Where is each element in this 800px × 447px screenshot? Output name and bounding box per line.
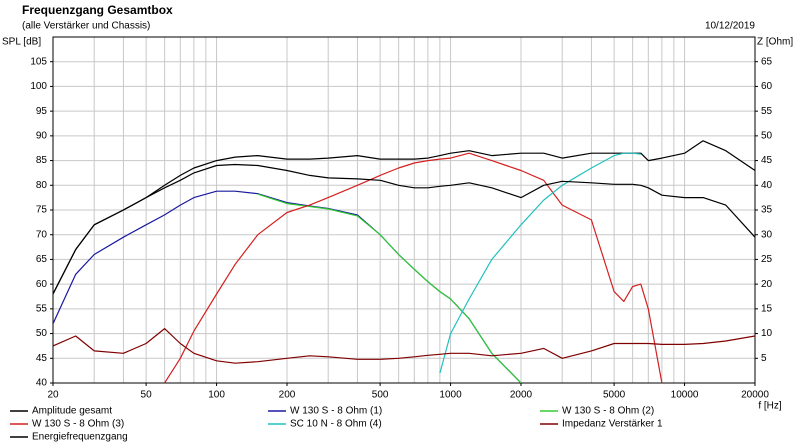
legend-label: Energiefrequenzgang — [32, 432, 128, 443]
x-tick-label: 50 — [141, 390, 153, 401]
y-axis-label: SPL [dB] — [2, 37, 41, 48]
y-tick-label: 50 — [36, 328, 48, 339]
y-tick-label: 85 — [36, 155, 48, 166]
legend-label: W 130 S - 8 Ohm (3) — [32, 419, 124, 430]
y2-axis-label: Z [Ohm] — [757, 37, 793, 48]
y2-tick-label: 50 — [761, 130, 773, 141]
y2-tick-label: 65 — [761, 56, 773, 67]
y2-tick-label: 60 — [761, 81, 773, 92]
y-tick-label: 60 — [36, 279, 48, 290]
series-line — [164, 152, 663, 383]
y-tick-label: 95 — [36, 106, 48, 117]
x-tick-label: 1000 — [439, 390, 462, 401]
legend-label: SC 10 N - 8 Ohm (4) — [290, 419, 382, 430]
chart-title: Frequenzgang Gesamtbox — [22, 3, 173, 17]
legend-label: Impedanz Verstärker 1 — [562, 419, 663, 430]
y-tick-label: 75 — [36, 205, 48, 216]
plot-frame — [52, 36, 756, 384]
y-tick-label: 105 — [30, 56, 47, 67]
y2-tick-label: 35 — [761, 205, 773, 216]
y2-tick-label: 45 — [761, 155, 773, 166]
y2-tick-label: 30 — [761, 229, 773, 240]
y2-tick-label: 10 — [761, 328, 773, 339]
y-tick-label: 70 — [36, 229, 48, 240]
y-tick-label: 45 — [36, 353, 48, 364]
x-tick-label: 200 — [279, 390, 296, 401]
x-tick-label: 10000 — [671, 390, 699, 401]
series-line — [53, 140, 755, 295]
y-tick-label: 55 — [36, 303, 48, 314]
chart-date: 10/12/2019 — [705, 21, 755, 32]
y-tick-label: 100 — [30, 81, 47, 92]
x-tick-label: 500 — [372, 390, 389, 401]
y-tick-label: 90 — [36, 130, 48, 141]
y2-tick-label: 20 — [761, 279, 773, 290]
x-axis-label: f [Hz] — [758, 401, 782, 412]
x-tick-label: 2000 — [510, 390, 533, 401]
y2-tick-label: 40 — [761, 180, 773, 191]
series-line — [53, 328, 755, 364]
y2-tick-label: 55 — [761, 106, 773, 117]
y2-tick-label: 25 — [761, 254, 773, 265]
y-tick-label: 80 — [36, 180, 48, 191]
y2-tick-label: 15 — [761, 303, 773, 314]
chart-subtitle: (alle Verstärker und Chassis) — [22, 21, 150, 32]
x-tick-label: 100 — [208, 390, 225, 401]
y-tick-label: 40 — [36, 378, 48, 389]
series-line — [257, 193, 522, 383]
x-tick-label: 5000 — [603, 390, 626, 401]
legend-label: W 130 S - 8 Ohm (1) — [290, 406, 382, 417]
y2-tick-label: 5 — [761, 353, 767, 364]
y-tick-label: 65 — [36, 254, 48, 265]
legend-label: W 130 S - 8 Ohm (2) — [562, 406, 654, 417]
legend-label: Amplitude gesamt — [32, 406, 112, 417]
series-line — [53, 163, 755, 295]
x-tick-label: 20 — [47, 390, 59, 401]
series-line — [439, 152, 641, 374]
x-tick-label: 20000 — [741, 390, 769, 401]
